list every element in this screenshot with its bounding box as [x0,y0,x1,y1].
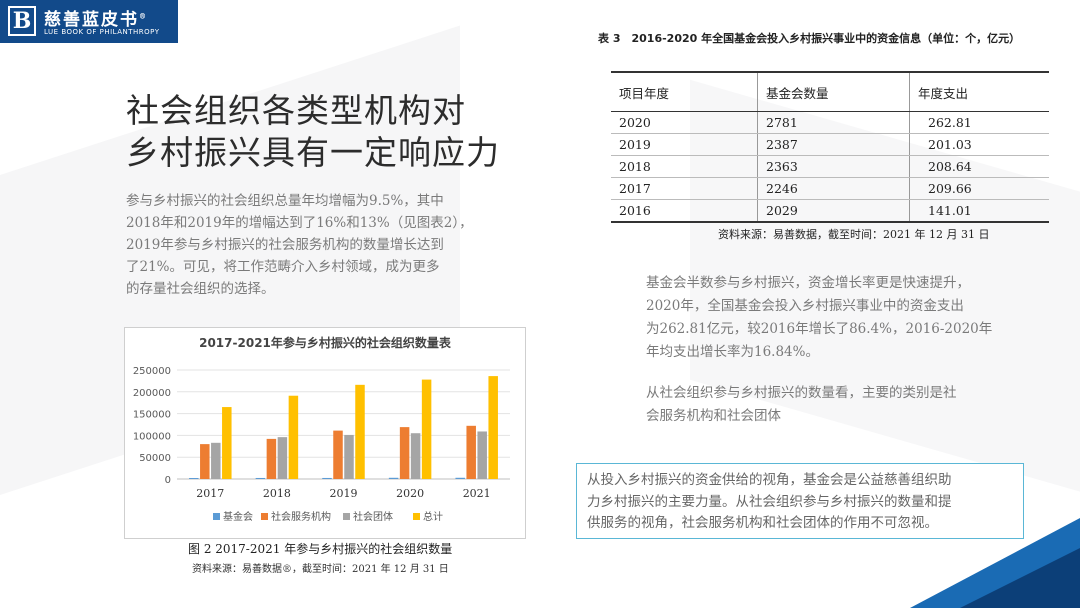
bar-基金会 [455,477,465,479]
y-tick-label: 200000 [133,388,171,399]
table-header-row: 项目年度 基金会数量 年度支出 [611,72,1049,112]
column-header-year: 项目年度 [611,72,758,112]
paragraph-line: 为262.81亿元，较2016年增长了86.4%，2016-2020年 [646,321,993,337]
x-tick-label: 2018 [263,487,291,500]
figure-source: 资料来源：易善数据®，截至时间：2021 年 12 月 31 日 [192,564,449,575]
bar-社会服务机构 [333,430,343,479]
x-tick-label: 2021 [463,487,491,500]
table-row: 2016 2029 141.01 [611,199,1049,223]
funding-table: 项目年度 基金会数量 年度支出 2020 2781 262.81 2019 23… [611,71,1049,223]
legend-swatch [413,513,420,520]
bar-社会团体 [477,431,487,479]
chart-canvas: 0 50000 100000 150000 200000 250000 2017 2018 20… [133,366,510,523]
intro-paragraph: 参与乡村振兴的社会组织总量年均增幅为9.5%，其中 2018年和2019年的增幅… [126,190,488,300]
logo: B 慈善蓝皮书® LUE BOOK OF PHILANTHROPY [0,0,178,43]
legend-swatch [343,513,350,520]
highlight-line: 力乡村振兴的主要力量。从社会组织参与乡村振兴的数量和提 [587,493,952,510]
paragraph-line: 从社会组织参与乡村振兴的数量看，主要的类别是社 [646,385,957,401]
x-tick-label: 2019 [330,487,358,500]
table-row: 2018 2363 208.64 [611,155,1049,178]
table-source: 资料来源：易善数据，截至时间：2021 年 12 月 31 日 [718,228,990,241]
bar-基金会 [322,477,332,479]
logo-mark: B [8,6,36,36]
table-cell: 2029 [757,199,910,223]
table-row: 2019 2387 201.03 [611,133,1049,156]
table-cell: 2020 [611,111,758,134]
headline: 社会组织各类型机构对 乡村振兴具有一定响应力 [126,90,500,174]
bar-社会团体 [344,434,354,479]
table-cell: 209.66 [909,177,1049,200]
foundation-paragraph: 基金会半数参与乡村振兴，资金增长率更是快速提升， 2020年，全国基金会投入乡村… [646,272,1014,364]
bar-总计 [421,379,432,479]
bar-总计 [222,407,232,479]
types-paragraph: 从社会组织参与乡村振兴的数量看，主要的类别是社 会服务机构和社会团体 [646,382,1014,428]
paragraph-line: 会服务机构和社会团体 [646,408,781,424]
y-tick-label: 100000 [133,431,171,442]
bar-社会服务机构 [466,425,476,479]
legend-label: 社会团体 [353,510,393,523]
y-tick-label: 0 [165,475,171,486]
y-tick-label: 50000 [139,453,171,464]
bar-基金会 [255,477,266,479]
bar-社会服务机构 [266,438,277,479]
table-cell: 2246 [757,177,910,200]
column-header-expense: 年度支出 [909,72,1049,112]
highlight-line: 供服务的视角，社会服务机构和社会团体的作用不可忽视。 [587,515,938,531]
x-tick-label: 2017 [196,487,224,500]
bar-基金会 [189,478,199,479]
table-cell: 2781 [757,111,910,134]
table-cell: 208.64 [909,155,1049,178]
logo-name-cn: 慈善蓝皮书® [44,10,148,30]
column-header-count: 基金会数量 [757,72,910,112]
chart-title: 2017-2021年参与乡村振兴的社会组织数量表 [199,336,451,350]
bar-chart: 2017-2021年参与乡村振兴的社会组织数量表 0 50000 100000 150… [124,327,526,539]
corner-decoration-dark [960,548,1080,608]
logo-name-en: LUE BOOK OF PHILANTHROPY [44,28,160,36]
bar-总计 [288,395,299,479]
legend-swatch [261,513,268,520]
intro-line: 了21%。可见，将工作范畴介入乡村领域，成为更多 [126,259,440,275]
paragraph-line: 年均支出增长率为16.84%。 [646,344,819,360]
bar-社会团体 [277,437,288,479]
bar-总计 [355,384,365,479]
bar-社会服务机构 [399,427,410,479]
highlight-box: 从投入乡村振兴的资金供给的视角，基金会是公益慈善组织助 力乡村振兴的主要力量。从… [576,463,1024,539]
intro-line: 2018年和2019年的增幅达到了16%和13%（见图表2）， [126,215,473,231]
highlight-line: 从投入乡村振兴的资金供给的视角，基金会是公益慈善组织助 [587,472,952,488]
y-tick-label: 250000 [133,366,171,377]
headline-line-1: 社会组织各类型机构对 [126,91,466,130]
bar-社会服务机构 [200,444,210,479]
legend-label: 基金会 [223,510,253,523]
table-row: 2017 2246 209.66 [611,177,1049,200]
x-tick-label: 2020 [396,487,424,500]
y-tick-label: 150000 [133,410,171,421]
figure-caption: 图 2 2017-2021 年参与乡村振兴的社会组织数量 [188,542,453,556]
headline-line-2: 乡村振兴具有一定响应力 [126,133,500,172]
bar-社会团体 [410,433,421,479]
table-cell: 2016 [611,199,758,223]
table-cell: 2017 [611,177,758,200]
legend-swatch [213,513,220,520]
intro-line: 参与乡村振兴的社会组织总量年均增幅为9.5%，其中 [126,193,444,209]
legend-label: 总计 [423,510,443,523]
paragraph-line: 2020年，全国基金会投入乡村振兴事业中的资金支出 [646,298,964,314]
table-cell: 262.81 [909,111,1049,134]
table-cell: 141.01 [909,199,1049,223]
table-row: 2020 2781 262.81 [611,111,1049,134]
legend-label: 社会服务机构 [271,510,331,523]
bar-社会团体 [211,442,221,479]
bar-基金会 [388,477,399,479]
paragraph-line: 基金会半数参与乡村振兴，资金增长率更是快速提升， [646,275,970,291]
intro-line: 的存量社会组织的选择。 [126,281,275,297]
table-cell: 2363 [757,155,910,178]
table-cell: 2387 [757,133,910,156]
bar-总计 [488,376,498,479]
table-cell: 201.03 [909,133,1049,156]
intro-line: 2019年参与乡村振兴的社会服务机构的数量增长达到 [126,237,444,253]
table-title: 表 3 2016-2020 年全国基金会投入乡村振兴事业中的资金信息（单位：个，… [598,32,1021,45]
table-cell: 2018 [611,155,758,178]
table-cell: 2019 [611,133,758,156]
